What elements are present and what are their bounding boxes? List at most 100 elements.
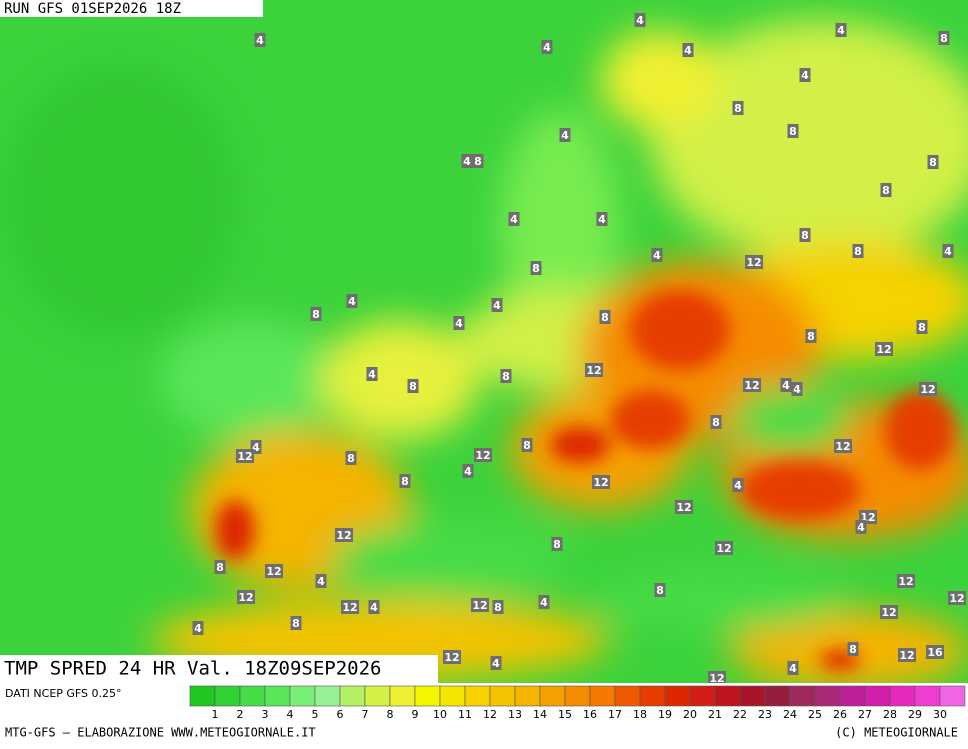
contour-label-box (799, 68, 811, 82)
color-box (389, 685, 416, 707)
contour-label: 8 (502, 370, 510, 383)
color-box (739, 685, 766, 707)
legend-value: 24 (783, 708, 797, 721)
contour-label: 8 (801, 229, 809, 242)
contour-label: 4 (256, 34, 264, 47)
contour-label-box (490, 656, 502, 670)
footer-right: (C) METEOGIORNALE (835, 726, 958, 740)
color-box (314, 685, 341, 707)
contour-label-box (732, 101, 744, 115)
contour-label-box (745, 255, 763, 269)
color-box (289, 685, 316, 707)
header-box (0, 0, 263, 17)
contour-label: 8 (532, 262, 540, 275)
contour-label: 12 (593, 476, 608, 489)
contour-label-box (852, 244, 864, 258)
contour-label: 8 (734, 102, 742, 115)
color-box (214, 685, 241, 707)
color-box (439, 685, 466, 707)
color-box (614, 685, 641, 707)
legend-value: 23 (758, 708, 772, 721)
legend-value: 4 (287, 708, 294, 721)
contour-label-box (898, 648, 916, 662)
contour-label-box (399, 474, 411, 488)
legend-value: 17 (608, 708, 622, 721)
contour-label: 4 (463, 155, 471, 168)
legend-value: 27 (858, 708, 872, 721)
contour-label-box (948, 591, 966, 605)
legend-value: 11 (458, 708, 472, 721)
contour-label-box (926, 645, 944, 659)
contour-label: 4 (317, 575, 325, 588)
contour-label: 4 (492, 657, 500, 670)
contour-label-box (443, 650, 461, 664)
data-source: DATI NCEP GFS 0.25° (5, 687, 122, 700)
contour-label-box (634, 13, 646, 27)
legend-value: 10 (433, 708, 447, 721)
contour-label-box (835, 23, 847, 37)
contour-label: 4 (944, 245, 952, 258)
contour-label-box (799, 228, 811, 242)
contour-label: 12 (472, 599, 487, 612)
contour-label: 8 (312, 308, 320, 321)
contour-label: 8 (656, 584, 664, 597)
contour-label: 4 (598, 213, 606, 226)
legend-value: 15 (558, 708, 572, 721)
contour-label-box (942, 244, 954, 258)
contour-label-box (651, 248, 663, 262)
contour-label: 8 (401, 475, 409, 488)
contour-label: 12 (898, 575, 913, 588)
contour-label: 8 (929, 156, 937, 169)
contour-label: 4 (540, 596, 548, 609)
contour-label: 12 (835, 440, 850, 453)
color-box (189, 685, 216, 707)
contour-label: 4 (793, 383, 801, 396)
contour-label-box (743, 378, 761, 392)
legend-value: 8 (387, 708, 394, 721)
contour-label-box (855, 520, 867, 534)
color-box (364, 685, 391, 707)
contour-label-box (596, 212, 608, 226)
contour-label: 8 (553, 538, 561, 551)
color-box (464, 685, 491, 707)
legend-value: 29 (908, 708, 922, 721)
contour-label-box (471, 598, 489, 612)
contour-label-box (682, 43, 694, 57)
color-box (764, 685, 791, 707)
contour-label-box (508, 212, 520, 226)
contour-label: 12 (238, 591, 253, 604)
contour-label: 8 (494, 601, 502, 614)
contour-label-box (599, 310, 611, 324)
contour-label: 4 (252, 441, 260, 454)
color-box (864, 685, 891, 707)
contour-label: 8 (601, 311, 609, 324)
color-box (539, 685, 566, 707)
contour-label: 8 (409, 380, 417, 393)
contour-label: 12 (949, 592, 964, 605)
legend: 1 2 3 4 5 6 7 8 9 10 11 12 13 14 15 16 17 18 19 20 21 22 23 24 2… (189, 685, 966, 721)
contour-label: 12 (586, 364, 601, 377)
contour-label: 4 (464, 465, 472, 478)
contour-label-box (875, 342, 893, 356)
color-box (564, 685, 591, 707)
contour-label: 12 (336, 529, 351, 542)
color-box (839, 685, 866, 707)
contour-label-box (491, 298, 503, 312)
contour-label-box (315, 574, 327, 588)
contour-label: 4 (510, 213, 518, 226)
legend-value: 6 (337, 708, 344, 721)
contour-label-box (708, 671, 726, 683)
contour-label: 12 (342, 601, 357, 614)
contour-label-box (462, 464, 474, 478)
contour-label: 4 (370, 601, 378, 614)
contour-label-box (559, 128, 571, 142)
contour-label-box (290, 616, 302, 630)
contour-label-box (335, 528, 353, 542)
contour-label-box (461, 154, 473, 168)
contour-label: 12 (920, 383, 935, 396)
color-box (589, 685, 616, 707)
contour-label-box (780, 378, 792, 392)
contour-label-box (805, 329, 817, 343)
contour-label: 4 (368, 368, 376, 381)
run-info: RUN GFS 01SEP2026 18Z (4, 1, 181, 17)
